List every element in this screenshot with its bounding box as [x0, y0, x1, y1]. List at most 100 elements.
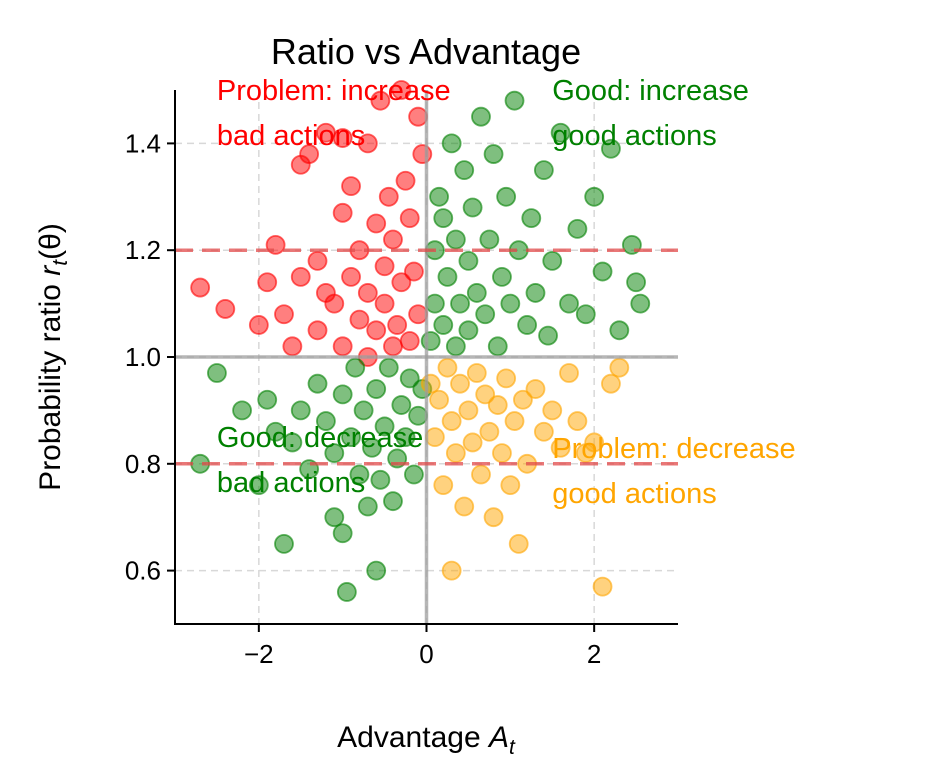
y-axis-label-math: r [34, 265, 67, 276]
annotations: Problem: increase bad actions Good: increa… [217, 75, 796, 510]
scatter-point [533, 160, 554, 181]
scatter-point [458, 320, 479, 341]
scatter-point [521, 208, 542, 229]
y-tick-label: 0.6 [125, 556, 161, 586]
x-axis-label-sub: t [509, 736, 516, 759]
scatter-point [584, 432, 605, 453]
y-axis-label-text: Probability ratio [34, 276, 67, 491]
y-axis-label-sub: t [49, 259, 72, 266]
scatter-point [370, 469, 391, 490]
annotation-good-decrease-line: Good: decrease [217, 422, 423, 454]
scatter-point [420, 331, 441, 351]
points-layer [190, 80, 651, 602]
x-tick-label: 2 [587, 639, 601, 669]
scatter-point [366, 560, 387, 581]
annotation-problem-increase-line: bad actions [217, 120, 365, 152]
annotation-good-increase-line: Good: increase [552, 75, 749, 107]
x-axis-label-text: Advantage [337, 721, 489, 754]
scatter-point [290, 266, 311, 287]
scatter-point [433, 475, 454, 496]
x-tick-label: 0 [419, 639, 433, 669]
scatter-point [408, 106, 429, 127]
scatter-point [424, 293, 445, 314]
y-axis-label-arg: (θ) [34, 223, 67, 260]
scatter-point [399, 208, 420, 229]
scatter-point [341, 266, 361, 287]
scatter-point [441, 133, 462, 154]
scatter-point [429, 389, 449, 410]
scatter-point [404, 261, 424, 282]
scatter-point [542, 250, 563, 271]
annotation-problem-decrease: Problem: decrease good actions [552, 433, 795, 510]
scatter-point [601, 373, 621, 394]
scatter-point [466, 363, 487, 383]
scatter-point [550, 437, 571, 458]
scatter-point [483, 507, 504, 528]
annotation-problem-decrease-line: good actions [552, 478, 716, 510]
y-tick-label: 1.2 [125, 235, 161, 265]
scatter-point [567, 411, 588, 431]
scatter-point [391, 395, 412, 415]
y-tick-label: 1.0 [125, 342, 161, 372]
scatter-point [517, 315, 537, 335]
scatter-point [366, 379, 387, 399]
scatter-point [248, 475, 269, 496]
scatter-point [466, 283, 487, 303]
scatter-point [257, 272, 278, 293]
scatter-point [370, 90, 391, 111]
ticks: −2 0 2 0.6 0.8 1.0 1.2 1.4 [125, 128, 602, 669]
scatter-point [609, 357, 630, 378]
scatter-point [500, 293, 521, 314]
scatter-point [429, 186, 449, 207]
scatter-point [374, 256, 395, 277]
scatter-point [433, 315, 454, 335]
scatter-point [525, 283, 546, 303]
scatter-point [383, 491, 403, 512]
scatter-point [282, 432, 303, 453]
scatter-point [274, 304, 294, 325]
scatter-point [387, 315, 408, 335]
scatter-point [454, 496, 475, 517]
scatter-point [341, 427, 361, 448]
annotation-good-decrease-line: bad actions [217, 467, 365, 499]
scatter-point [475, 384, 496, 405]
scatter-point [290, 400, 311, 421]
scatter-point [345, 357, 366, 378]
scatter-point [357, 283, 378, 303]
scatter-point [215, 299, 236, 319]
scatter-point [190, 277, 211, 298]
x-axis-label: Advantage At [337, 721, 516, 759]
annotation-good-increase: Good: increase good actions [552, 75, 749, 152]
scatter-point [307, 373, 328, 394]
scatter-point [383, 229, 403, 250]
scatter-point [626, 272, 646, 293]
scatter-point [458, 250, 479, 271]
y-tick-label: 1.4 [125, 128, 161, 158]
scatter-point [315, 411, 336, 431]
scatter-point [437, 266, 458, 287]
scatter-point [513, 389, 533, 410]
scatter-point [504, 90, 525, 111]
scatter-point [391, 272, 412, 293]
scatter-point [441, 411, 462, 431]
scatter-point [575, 304, 596, 325]
scatter-point [504, 411, 525, 431]
scatter-point [274, 534, 294, 554]
scatter-point [508, 534, 529, 554]
scatter-point [307, 250, 328, 271]
scatter-point [412, 144, 433, 164]
scatter-point [601, 138, 621, 159]
scatter-point [475, 304, 496, 325]
scatter-point [492, 443, 512, 464]
scatter-point [471, 106, 491, 127]
scatter-point [366, 213, 387, 234]
scatter-point [332, 336, 353, 357]
y-axis-label: Probability ratio rt(θ) [34, 223, 72, 491]
scatter-point [362, 437, 382, 458]
scatter-point [450, 373, 470, 394]
scatter-point [462, 197, 483, 218]
scatter-point [500, 475, 521, 496]
x-axis-label-math: A [487, 721, 509, 754]
scatter-point [441, 560, 462, 581]
scatter-point [592, 576, 613, 597]
